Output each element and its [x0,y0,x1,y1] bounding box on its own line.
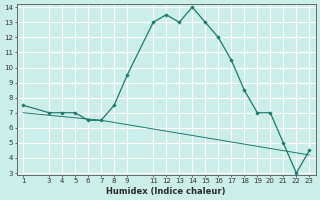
X-axis label: Humidex (Indice chaleur): Humidex (Indice chaleur) [107,187,226,196]
